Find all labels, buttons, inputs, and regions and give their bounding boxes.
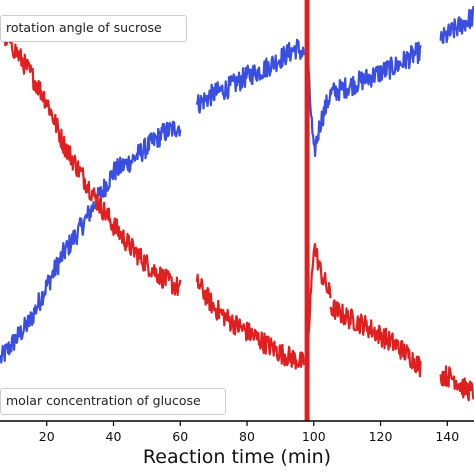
glucose-series-segment-0 — [0, 23, 182, 297]
rotation-angle-series-segment-2 — [306, 54, 332, 157]
rotation-angle-series-segment-3 — [330, 41, 422, 102]
x-tick-label-80: 80 — [239, 429, 255, 444]
rotation-angle-series-segment-1 — [195, 38, 305, 114]
legend-bottom-label: molar concentration of glucose — [6, 393, 201, 408]
x-tick-label-60: 60 — [172, 429, 188, 444]
series-layer — [0, 5, 474, 402]
x-tick-label-40: 40 — [106, 429, 122, 444]
legend-bottom-box — [0, 388, 226, 415]
glucose-series-segment-1 — [195, 273, 305, 370]
x-tick-label-100: 100 — [302, 429, 326, 444]
glucose-series-segment-4 — [439, 365, 474, 402]
rotation-angle-series-segment-0 — [0, 120, 182, 364]
x-tick-label-120: 120 — [369, 429, 393, 444]
glucose-series-segment-2 — [306, 242, 332, 364]
legend-top-label: rotation angle of sucrose — [6, 20, 162, 35]
glucose-series-segment-3 — [329, 299, 422, 378]
x-tick-layer: 20 40 60 80 100 120 140 — [39, 421, 459, 444]
legend-top-box — [0, 15, 187, 42]
rotation-angle-series-segment-4 — [439, 5, 474, 45]
x-axis-label: Reaction time (min) — [142, 446, 332, 468]
x-tick-label-140: 140 — [435, 429, 459, 444]
x-tick-label-20: 20 — [39, 429, 55, 444]
